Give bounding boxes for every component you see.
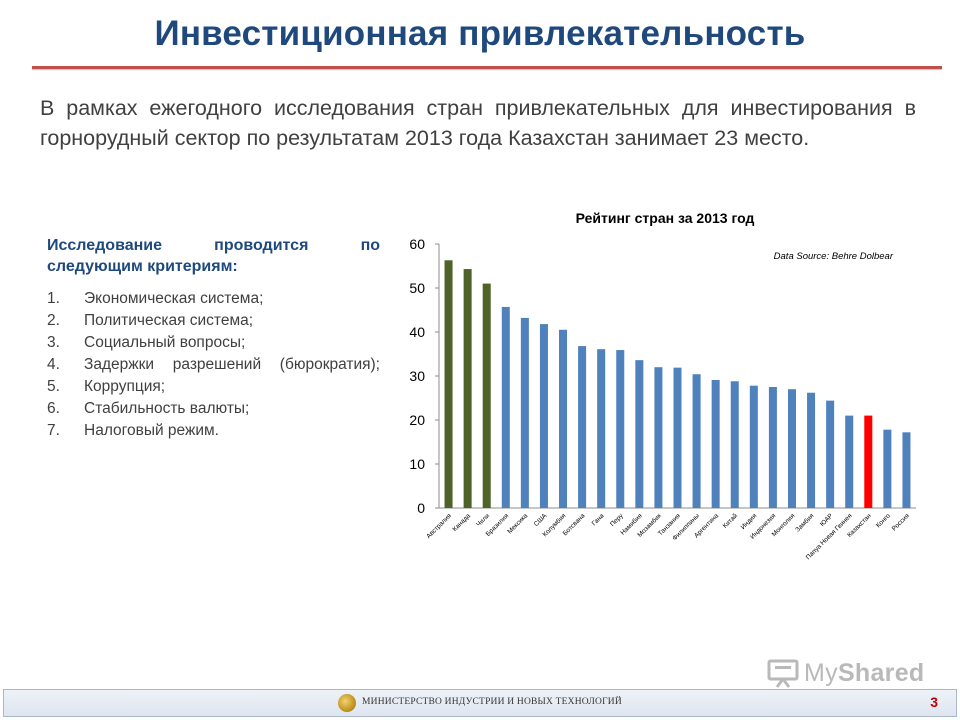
list-text: Коррупция;	[84, 378, 166, 395]
bar-15	[711, 379, 720, 508]
x-tick-label: Гана	[591, 512, 606, 527]
presentation-icon	[767, 659, 799, 688]
x-tick-label: США	[533, 512, 549, 528]
list-item: 7. Налоговый режим.	[47, 420, 380, 442]
list-number: 6.	[47, 400, 60, 417]
x-tick-label: Канада	[452, 512, 473, 533]
list-item: 2. Политическая система;	[47, 310, 380, 332]
bar-22	[845, 415, 854, 508]
x-tick-label: Чили	[475, 512, 491, 528]
list-item: 5. Коррупция;	[47, 376, 380, 398]
watermark-text: MyShared	[804, 659, 925, 688]
bar-20	[807, 392, 816, 508]
chart-title: Рейтинг стран за 2013 год	[576, 210, 755, 226]
bar-8	[578, 346, 587, 508]
list-text: Экономическая система;	[84, 290, 264, 307]
x-tick-label: Конго	[875, 512, 892, 529]
x-tick-label: ЮАР	[819, 512, 835, 528]
list-text: Социальный вопросы;	[84, 334, 246, 351]
y-tick-label: 0	[417, 500, 425, 516]
y-tick-label: 10	[409, 456, 425, 472]
x-tick-label: Замбия	[794, 511, 816, 533]
bar-1	[444, 260, 453, 508]
country-rating-chart: Рейтинг стран за 2013 год Data Source: B…	[409, 210, 916, 561]
list-item: 1. Экономическая система;	[47, 288, 380, 310]
bar-11	[635, 360, 644, 508]
bar-4	[501, 306, 510, 508]
bar-3	[482, 283, 491, 508]
y-tick-label: 20	[409, 412, 425, 428]
bar-24	[883, 429, 892, 508]
bar-17	[749, 385, 758, 508]
x-tick-label: Мексика	[506, 512, 529, 535]
slide-title: Инвестиционная привлекательность	[154, 14, 806, 53]
y-tick-label: 60	[409, 236, 425, 252]
list-text: Задержки разрешений (бюрократия);	[84, 356, 380, 373]
chart-source-note: Data Source: Behre Dolbear	[774, 251, 894, 262]
emblem-icon	[338, 694, 356, 712]
bar-19	[787, 389, 796, 508]
bar-14	[692, 374, 701, 508]
page-number: 3	[930, 694, 938, 710]
bar-13	[673, 367, 682, 508]
criteria-list: 1. Экономическая система; 2. Политическая …	[47, 288, 380, 442]
list-number: 4.	[47, 356, 60, 373]
list-number: 3.	[47, 334, 60, 351]
bar-21	[826, 400, 835, 508]
intro-paragraph: В рамках ежегодного исследования стран п…	[40, 96, 916, 150]
y-tick-label: 30	[409, 368, 425, 384]
bar-2	[463, 269, 472, 508]
title-divider	[32, 66, 942, 69]
bar-18	[768, 387, 777, 508]
list-text: Стабильность валюты;	[84, 400, 250, 417]
x-tick-label: Китай	[721, 512, 739, 530]
bar-6	[539, 324, 548, 508]
bar-25	[902, 432, 911, 508]
myshared-watermark: MyShared	[766, 655, 925, 691]
bar-7	[559, 329, 568, 508]
list-number: 7.	[47, 422, 60, 439]
x-tick-label: Россия	[891, 512, 911, 532]
list-item: 3. Социальный вопросы;	[47, 332, 380, 354]
x-tick-label: Австралия	[425, 512, 453, 540]
bar-16	[730, 381, 739, 508]
list-number: 2.	[47, 312, 60, 329]
list-number: 1.	[47, 290, 60, 307]
watermark-prefix: My	[804, 658, 838, 687]
watermark-suffix: Shared	[837, 658, 925, 687]
criteria-heading: Исследование проводится по следующим кри…	[47, 237, 380, 275]
footer-bar: МИНИСТЕРСТВО ИНДУСТРИИ И НОВЫХ ТЕХНОЛОГИ…	[3, 689, 957, 717]
bar-9	[597, 349, 606, 508]
ministry-name: МИНИСТЕРСТВО ИНДУСТРИИ И НОВЫХ ТЕХНОЛОГИ…	[362, 697, 622, 707]
x-tick-label: Перу	[609, 512, 625, 528]
y-tick-label: 40	[409, 324, 425, 340]
bar-23	[864, 415, 873, 508]
list-item: 6. Стабильность валюты;	[47, 398, 380, 420]
y-tick-label: 50	[409, 280, 425, 296]
bar-5	[520, 317, 529, 508]
bar-12	[654, 367, 663, 508]
list-text: Налоговый режим.	[84, 422, 219, 439]
list-item: 4. Задержки разрешений (бюрократия);	[47, 354, 380, 376]
bar-10	[616, 350, 625, 508]
list-number: 5.	[47, 378, 60, 395]
list-text: Политическая система;	[84, 312, 254, 329]
